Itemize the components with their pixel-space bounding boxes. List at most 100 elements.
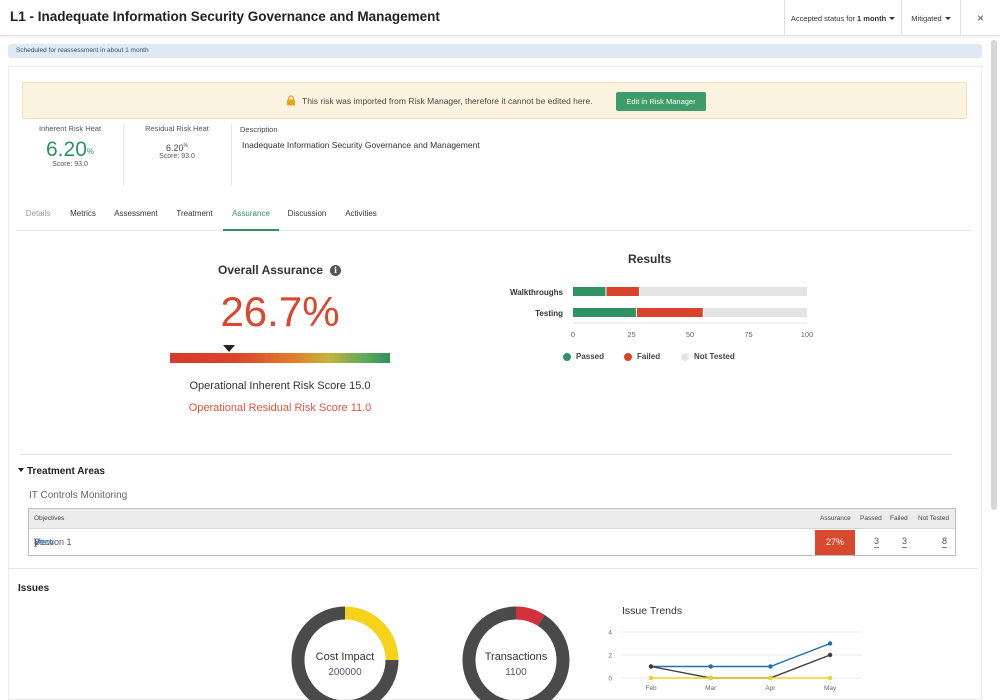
assurance-marker bbox=[222, 345, 235, 352]
page-header: L1 - Inadequate Information Security Gov… bbox=[0, 0, 1000, 36]
x-tick-label: 50 bbox=[686, 330, 694, 339]
column-header-objectives: Objectives bbox=[34, 515, 65, 522]
inherent-risk-suffix: % bbox=[86, 147, 94, 156]
edit-in-risk-manager-button[interactable]: Edit in Risk Manager bbox=[616, 92, 706, 111]
residual-risk-score: Score: 93.0 bbox=[159, 153, 195, 160]
accepted-status-dropdown[interactable]: Accepted status for 1 month bbox=[784, 0, 901, 36]
close-icon: × bbox=[976, 11, 984, 25]
info-icon[interactable]: i bbox=[330, 265, 341, 276]
residual-risk-value: 6.20 bbox=[166, 143, 184, 153]
external-link-icon: ↗ bbox=[34, 537, 42, 547]
objective-name: Section 1 bbox=[34, 537, 72, 547]
column-header-failed: Failed bbox=[890, 515, 908, 522]
category-label-1: Testing bbox=[535, 309, 563, 318]
paren-close: ) bbox=[34, 537, 37, 547]
x-tick-label: Mar bbox=[705, 685, 717, 692]
view-link-label: View bbox=[34, 537, 54, 547]
cost-impact-value: 200000 bbox=[328, 667, 362, 678]
status-value: Mitigated bbox=[911, 13, 942, 23]
donut-slice-0 bbox=[515, 606, 545, 626]
close-button[interactable]: × bbox=[960, 0, 1000, 36]
treatment-areas-toggle[interactable]: Treatment Areas bbox=[18, 466, 105, 477]
x-tick-label: May bbox=[824, 685, 837, 692]
data-point bbox=[768, 675, 773, 681]
issue-trends-title: Issue Trends bbox=[622, 605, 683, 617]
reassessment-banner: Scheduled for reassessment in about 1 mo… bbox=[8, 44, 982, 58]
treatment-areas-title: Treatment Areas bbox=[27, 466, 105, 477]
legend-dot-passed bbox=[563, 352, 571, 361]
data-point bbox=[648, 664, 654, 669]
paren-open: ( bbox=[34, 537, 37, 547]
bar-not-tested-1 bbox=[703, 308, 807, 317]
bar-failed-1 bbox=[636, 308, 703, 317]
import-warning: This risk was imported from Risk Manager… bbox=[22, 82, 967, 119]
data-point bbox=[827, 675, 833, 681]
y-tick-label: 0 bbox=[608, 676, 612, 683]
operational-residual-score: Operational Residual Risk Score 11.0 bbox=[188, 402, 372, 414]
inherent-risk-value: 6.20 bbox=[46, 138, 87, 161]
chevron-down-icon bbox=[889, 16, 896, 20]
tab-treatment[interactable]: Treatment bbox=[176, 209, 213, 218]
tab-metrics[interactable]: Metrics bbox=[70, 209, 96, 218]
tab-assessment[interactable]: Assessment bbox=[114, 209, 158, 218]
operational-inherent-score: Operational Inherent Risk Score 15.0 bbox=[189, 380, 371, 392]
divider bbox=[20, 454, 952, 455]
bar-passed-0 bbox=[573, 287, 606, 296]
y-tick-label: 4 bbox=[608, 630, 612, 637]
legend-dot-failed bbox=[624, 352, 632, 361]
divider bbox=[231, 124, 232, 186]
donut-slice-0 bbox=[344, 606, 399, 661]
assurance-cell: 27% bbox=[815, 530, 855, 555]
data-point bbox=[708, 675, 713, 681]
failed-count[interactable]: 3 bbox=[902, 536, 908, 548]
cost-impact-label: Cost Impact bbox=[315, 651, 375, 663]
inherent-risk-value-wrap: 6.20% bbox=[22, 139, 118, 161]
not-tested-count[interactable]: 8 bbox=[942, 536, 948, 548]
results-title: Results bbox=[628, 252, 672, 266]
legend-label-failed: Failed bbox=[637, 352, 661, 361]
tab-details[interactable]: Details bbox=[25, 209, 51, 218]
risk-card bbox=[8, 66, 982, 700]
transactions-label: Transactions bbox=[484, 651, 548, 663]
residual-risk-label: Residual Risk Heat bbox=[145, 124, 209, 133]
issues-title: Issues bbox=[18, 583, 50, 594]
status-dropdown[interactable]: Mitigated bbox=[901, 0, 960, 36]
x-tick-label: 100 bbox=[801, 330, 814, 339]
objectives-table: Objectives Assurance Passed Failed Not T… bbox=[28, 508, 956, 556]
tab-discussion[interactable]: Discussion bbox=[287, 209, 327, 218]
column-header-not-tested: Not Tested bbox=[918, 515, 949, 522]
y-tick-label: 2 bbox=[608, 653, 612, 660]
caret-down-icon bbox=[18, 468, 24, 473]
passed-count[interactable]: 3 bbox=[874, 536, 880, 548]
category-label-0: Walkthroughs bbox=[510, 288, 564, 297]
accepted-status-prefix: Accepted status for bbox=[790, 13, 856, 23]
legend-label-not-tested: Not Tested bbox=[694, 352, 735, 361]
column-header-passed: Passed bbox=[860, 515, 882, 522]
series-line-0 bbox=[651, 642, 831, 668]
inherent-risk-score: Score: 93.0 bbox=[52, 161, 88, 168]
tab-bar: Details Metrics Assessment Treatment Ass… bbox=[16, 199, 972, 231]
table-header: Objectives Assurance Passed Failed Not T… bbox=[29, 509, 955, 529]
accepted-status-value: 1 month bbox=[857, 13, 887, 23]
overall-assurance-percent: 26.7% bbox=[220, 288, 340, 335]
assurance-gradient-bar bbox=[170, 353, 390, 363]
data-point bbox=[708, 664, 713, 669]
description-text: Inadequate Information Security Governan… bbox=[242, 140, 480, 150]
bar-passed-1 bbox=[573, 308, 636, 317]
scrollbar[interactable] bbox=[991, 40, 997, 510]
residual-risk-heat: Residual Risk Heat 6.20% Score: 93.0 bbox=[129, 124, 225, 160]
inherent-risk-heat: Inherent Risk Heat 6.20% Score: 93.0 bbox=[22, 124, 118, 168]
transactions-value: 1100 bbox=[505, 667, 527, 678]
x-tick-label: 25 bbox=[627, 330, 635, 339]
description-label: Description bbox=[240, 125, 278, 134]
tab-activities[interactable]: Activities bbox=[345, 209, 377, 218]
x-tick-label: Feb bbox=[645, 685, 657, 692]
x-tick-label: 0 bbox=[571, 330, 575, 339]
column-header-assurance: Assurance bbox=[820, 515, 851, 522]
lock-icon bbox=[287, 95, 295, 106]
data-point bbox=[648, 675, 654, 681]
legend-dot-not-tested bbox=[681, 352, 689, 361]
residual-risk-value-wrap: 6.20% bbox=[129, 143, 225, 153]
divider bbox=[123, 124, 124, 186]
tab-assurance[interactable]: Assurance bbox=[223, 199, 279, 231]
